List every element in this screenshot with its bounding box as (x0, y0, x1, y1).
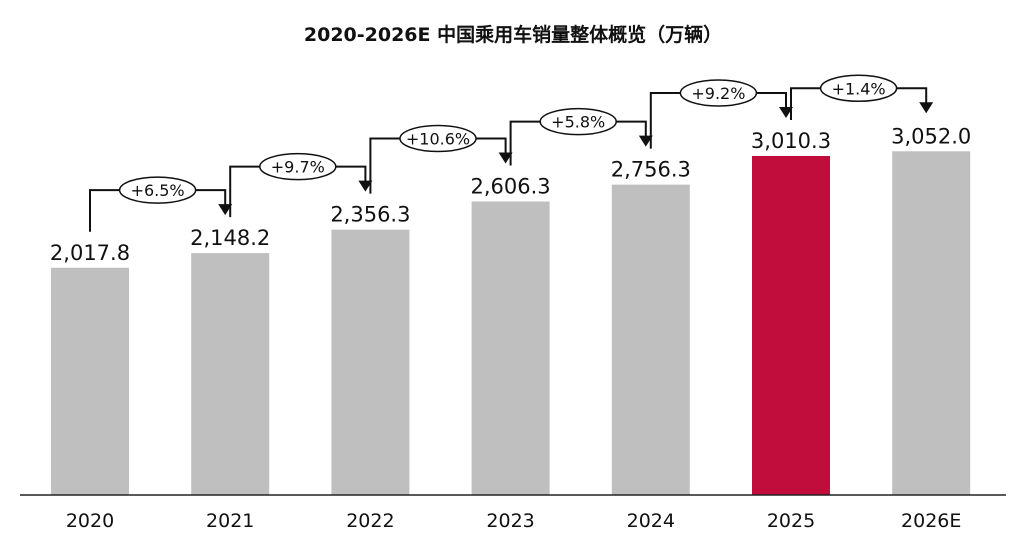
data-label-2021: 2,148.2 (190, 226, 270, 250)
data-label-2023: 2,606.3 (471, 174, 551, 198)
data-label-2025: 3,010.3 (751, 129, 831, 153)
growth-bubble (819, 74, 898, 103)
growth-label: +10.6% (406, 129, 470, 148)
chart-title: 2020-2026E 中国乘用车销量整体概览（万辆） (303, 24, 723, 46)
arrow-down-icon (779, 107, 793, 118)
tick-label-2023: 2023 (486, 510, 534, 532)
bar-2020 (51, 267, 129, 495)
growth-label: +9.2% (691, 84, 745, 103)
growth-label: +5.8% (551, 113, 605, 132)
growth-bubble (679, 79, 758, 107)
data-label-2022: 2,356.3 (330, 203, 410, 227)
arrow-down-icon (498, 152, 513, 164)
bar-2026E (892, 151, 971, 495)
growth-bubble (399, 124, 477, 153)
arrow-down-icon (919, 102, 934, 114)
growth-bubble (539, 107, 617, 136)
bar-2024 (611, 184, 690, 495)
data-label-2024: 2,756.3 (611, 158, 691, 182)
growth-label: +6.5% (131, 181, 185, 200)
tick-label-2026E: 2026E (901, 510, 961, 532)
tick-label-2022: 2022 (346, 510, 394, 532)
tick-label-2021: 2021 (206, 510, 254, 532)
arrow-down-icon (218, 204, 233, 216)
growth-label: +1.4% (832, 79, 886, 98)
tick-label-2025: 2025 (767, 510, 815, 532)
bar-2021 (191, 253, 270, 495)
tick-label-2020: 2020 (66, 510, 114, 532)
growth-bubble (259, 152, 337, 181)
arrow-down-icon (358, 180, 373, 192)
arrow-down-icon (638, 135, 653, 147)
bar-2025 (752, 156, 830, 495)
growth-label: +9.7% (271, 158, 325, 177)
growth-bubble (118, 176, 197, 204)
bar-2023 (471, 201, 550, 496)
bar-2022 (331, 229, 410, 495)
data-label-2026E: 3,052.0 (891, 124, 971, 148)
tick-label-2024: 2024 (627, 510, 675, 532)
data-label-2020: 2,017.8 (50, 241, 130, 265)
